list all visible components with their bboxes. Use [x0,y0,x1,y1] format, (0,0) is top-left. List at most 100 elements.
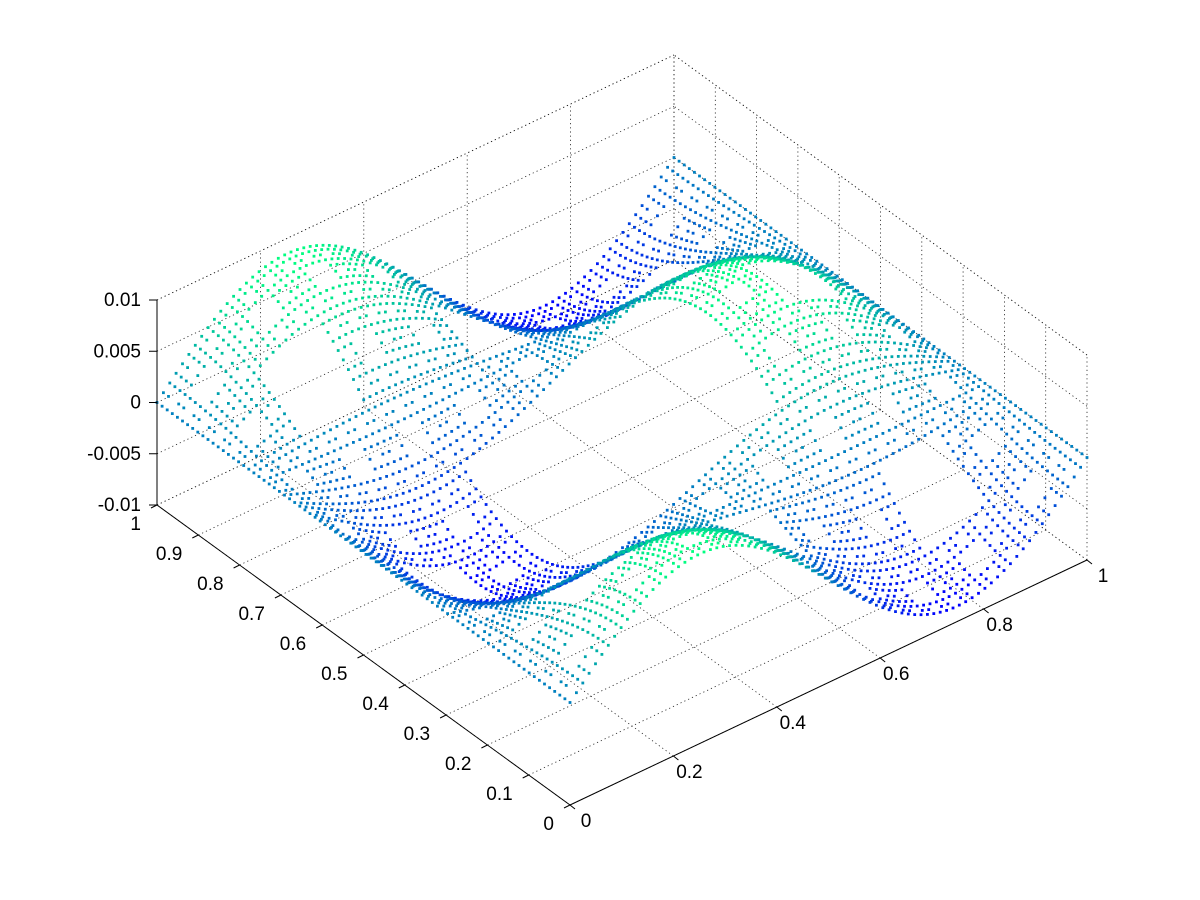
surface-point [491,436,494,440]
surface-point [392,550,396,553]
surface-point [368,539,372,543]
surface-point [680,275,683,279]
surface-point [674,532,678,536]
y-tick-label: 0.3 [404,724,430,745]
y-tick-mark [357,654,364,659]
surface-point [706,292,710,296]
surface-point [321,515,325,519]
surface-point [806,262,810,266]
surface-point [427,317,431,320]
surface-point [820,263,824,267]
surface-point [690,196,694,200]
surface-point [420,484,424,487]
surface-point [875,376,878,380]
surface-point [905,552,909,556]
surface-point [1023,535,1026,539]
surface-point [517,601,521,605]
surface-point [1012,414,1016,418]
surface-point [317,259,321,263]
surface-point [978,378,982,382]
surface-point [736,492,739,496]
surface-point [732,477,735,481]
surface-point [691,531,694,535]
surface-point [697,267,701,271]
surface-point [432,542,436,546]
surface-point [424,382,428,386]
surface-point [852,296,856,300]
surface-point [622,551,626,554]
surface-point [1063,454,1067,458]
surface-point [932,612,936,615]
surface-point [222,338,225,342]
surface-point [434,522,438,526]
surface-point [617,552,620,556]
surface-point [741,263,745,267]
surface-point [807,324,811,327]
surface-point [820,270,824,274]
surface-point [449,337,452,340]
surface-point [308,512,312,515]
surface-point [500,406,503,409]
surface-point [519,312,523,315]
surface-point [423,305,427,308]
surface-point [967,376,970,380]
surface-point [1018,418,1021,422]
surface-point [785,520,789,524]
surface-point [806,334,810,338]
surface-point [701,534,705,537]
surface-point [743,539,747,542]
surface-point [433,317,437,321]
surface-point [839,282,843,286]
surface-point [708,228,712,232]
surface-point [713,255,717,259]
surface-point [810,354,813,358]
surface-point [1034,419,1038,422]
surface-point [464,571,467,575]
surface-point [954,591,957,595]
surface-point [992,505,996,509]
surface-point [366,304,369,308]
surface-point [658,548,661,552]
surface-point [439,597,443,600]
surface-point [578,323,581,327]
surface-point [923,382,927,386]
surface-point [626,545,629,548]
surface-point [1010,495,1014,499]
surface-point [460,304,464,308]
x-tick-mark [983,608,989,614]
surface-point [918,375,922,379]
surface-point [629,301,632,304]
surface-point [429,454,433,458]
surface-point [836,300,840,303]
surface-point [598,318,602,322]
surface-point [625,246,629,249]
surface-point [289,459,293,463]
surface-point [842,343,845,347]
surface-point [804,549,808,552]
surface-point [469,479,473,482]
surface-point [548,686,551,690]
surface-point [524,354,528,358]
surface-point [497,582,501,586]
surface-point [737,316,741,320]
surface-point [387,506,391,509]
surface-point [521,329,525,333]
surface-point [594,611,597,615]
surface-point [873,448,877,452]
surface-point [819,385,822,389]
surface-point [410,283,414,286]
surface-point [977,385,980,388]
surface-point [658,188,662,192]
surface-point [1079,465,1082,469]
surface-point [633,270,636,274]
surface-point [532,309,535,312]
surface-point [845,318,849,322]
surface-point [680,189,683,193]
surface-point [876,366,880,369]
surface-point [385,567,388,571]
surface-point [926,343,930,347]
surface-point [932,366,936,369]
surface-point [1011,481,1015,485]
surface-point [447,562,451,566]
surface-point [528,591,531,594]
